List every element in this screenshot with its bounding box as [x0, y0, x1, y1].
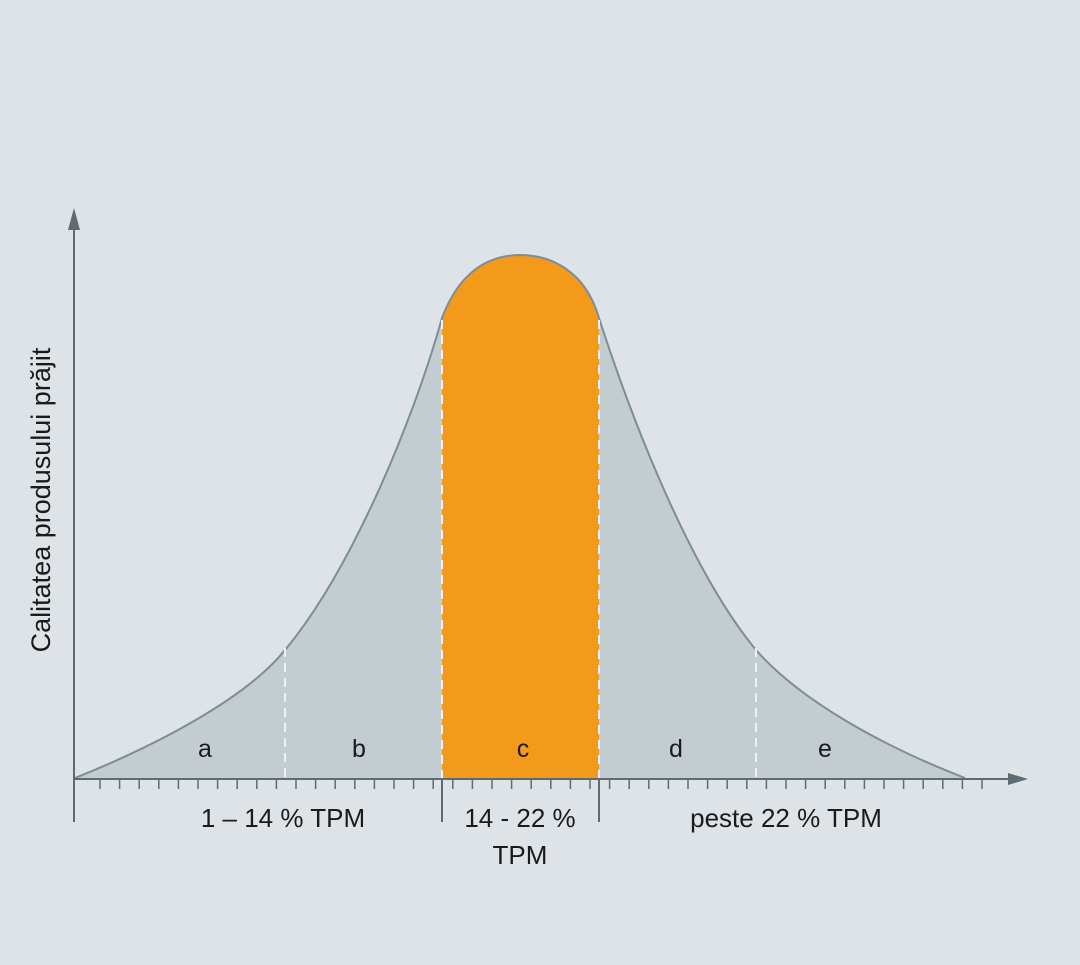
x-axis-arrow-icon [1008, 773, 1028, 785]
optimal-zone-highlight [442, 255, 599, 778]
zone-label-b: b [352, 735, 366, 763]
range-label-low: 1 – 14 % TPM [201, 803, 365, 833]
zone-label-a: a [198, 735, 212, 763]
range-label-high: peste 22 % TPM [690, 803, 882, 833]
zone-label-d: d [669, 735, 683, 763]
range-label-optimal-line2: TPM [493, 840, 548, 870]
axes [68, 208, 1028, 822]
zone-dividers [284, 320, 757, 778]
range-label-optimal-line1: 14 - 22 % [464, 803, 575, 833]
zone-label-c: c [517, 735, 530, 763]
zone-label-e: e [818, 735, 832, 763]
y-axis-arrow-icon [68, 208, 80, 230]
x-axis-ticks [99, 779, 983, 789]
y-axis-label: Calitatea produsului prăjit [26, 347, 56, 652]
